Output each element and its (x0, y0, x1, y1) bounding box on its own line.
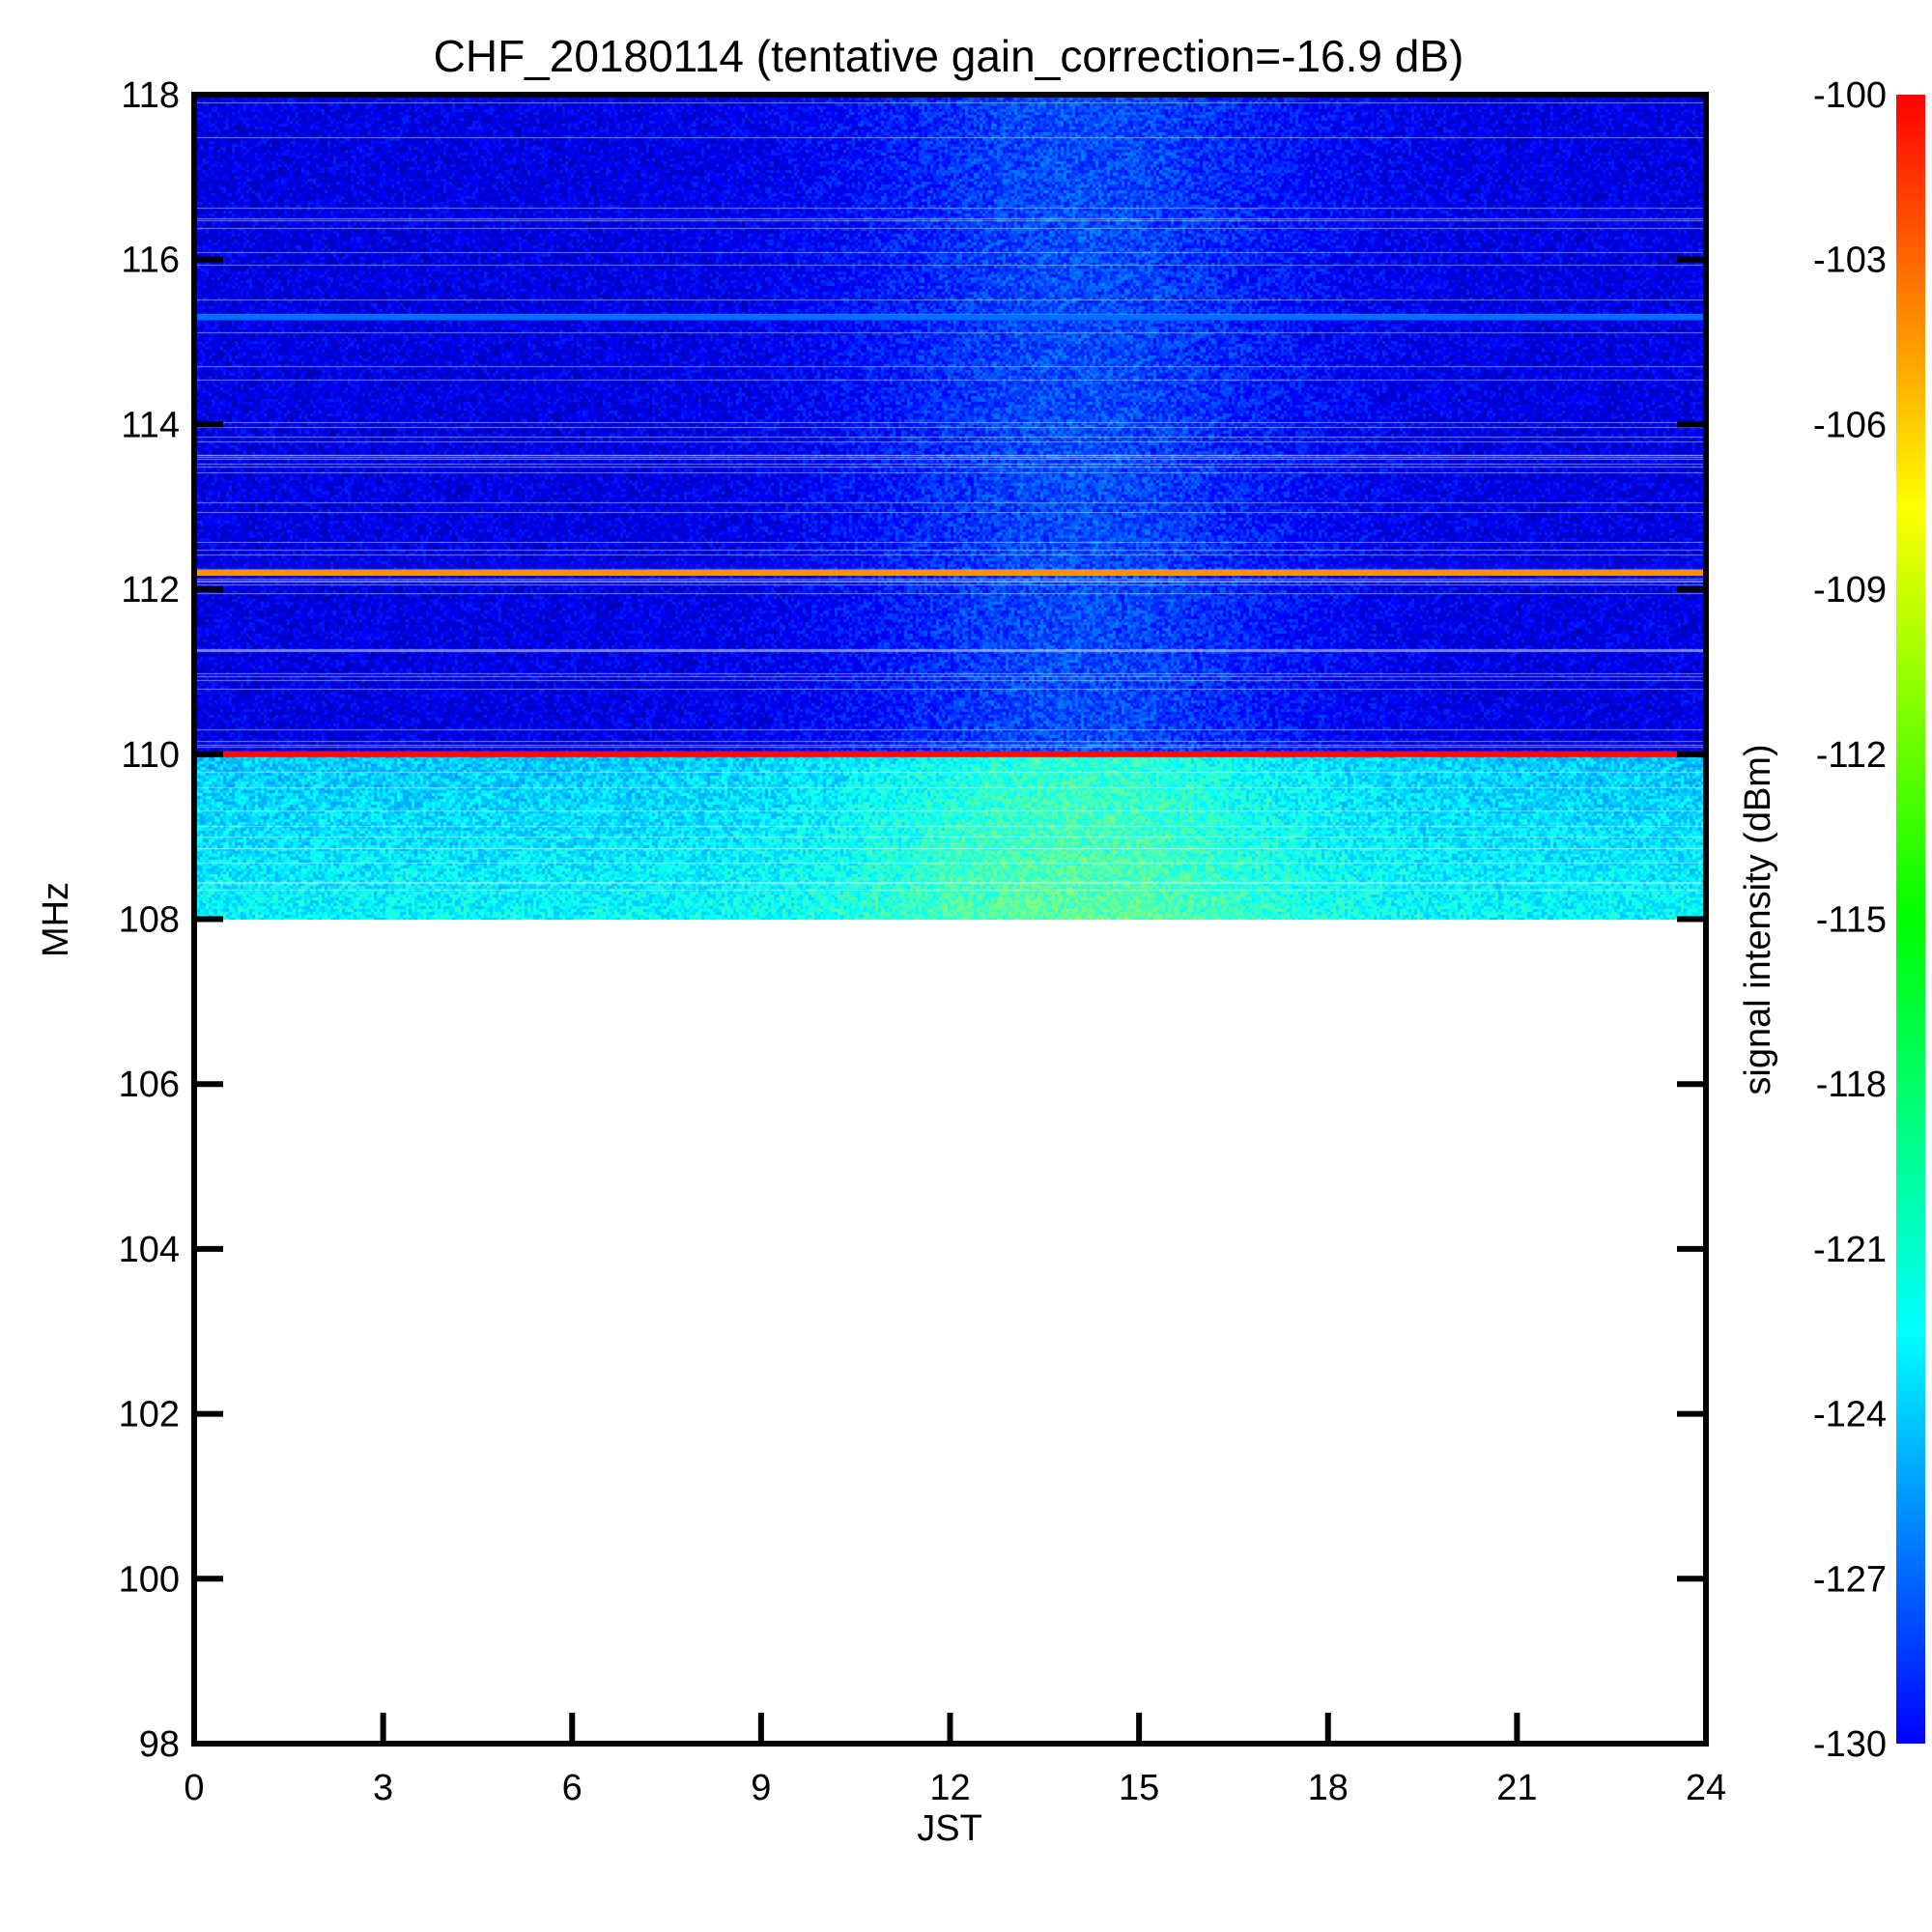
x-axis-ticks: 0 3 6 9 12 15 18 21 24 (184, 1713, 1726, 1808)
colorbar-tick-label: -103 (1813, 241, 1887, 281)
y-tick-label: 118 (121, 75, 180, 116)
y-tick-label: 106 (119, 1065, 180, 1105)
colorbar-tick-label: -112 (1816, 735, 1887, 776)
strong-signal-line (194, 570, 1706, 577)
colorbar-label: signal intensity (dBm) (1738, 744, 1778, 1094)
heatmap-image (194, 95, 1706, 920)
y-tick-label: 112 (121, 570, 180, 611)
y-tick-label: 100 (119, 1559, 180, 1600)
y-tick-label: 98 (139, 1724, 180, 1765)
x-tick-label: 15 (1119, 1768, 1159, 1808)
colorbar-ticks: -100 -103 -106 -109 -112 -115 -118 -121 -124 -127… (1813, 75, 1887, 1765)
heatmap (194, 95, 1706, 920)
colorbar-tick-label: -124 (1813, 1395, 1887, 1435)
x-tick-label: 12 (929, 1768, 970, 1808)
y-tick-label: 108 (119, 900, 180, 941)
x-tick-label: 18 (1308, 1768, 1349, 1808)
y-axis-ticks: 98 100 102 104 106 108 110 112 114 116 118 (119, 75, 1706, 1765)
colorbar-tick-label: -127 (1813, 1559, 1887, 1600)
y-axis-label: MHz (36, 882, 76, 957)
moderate-signal-line (194, 314, 1706, 321)
x-tick-label: 6 (562, 1768, 582, 1808)
strong-signal-line (194, 751, 1706, 757)
colorbar-tick-label: -115 (1816, 900, 1887, 941)
colorbar-tick-label: -109 (1813, 570, 1887, 611)
colorbar-tick-label: -121 (1813, 1230, 1887, 1270)
x-tick-label: 0 (184, 1768, 204, 1808)
colorbar (1896, 95, 1925, 1744)
y-tick-label: 114 (121, 405, 180, 445)
x-tick-label: 21 (1496, 1768, 1537, 1808)
y-tick-label: 104 (119, 1230, 180, 1270)
colorbar-tick-label: -118 (1816, 1065, 1887, 1105)
y-tick-label: 110 (121, 735, 180, 776)
y-tick-label: 102 (119, 1395, 180, 1435)
chart-title: CHF_20180114 (tentative gain_correction=… (434, 31, 1464, 81)
x-tick-label: 24 (1686, 1768, 1726, 1808)
x-tick-label: 9 (751, 1768, 771, 1808)
x-tick-label: 3 (373, 1768, 393, 1808)
colorbar-tick-label: -106 (1813, 405, 1887, 445)
y-tick-label: 116 (121, 241, 180, 281)
colorbar-tick-label: -100 (1813, 75, 1887, 116)
colorbar-tick-label: -130 (1813, 1724, 1887, 1765)
x-axis-label: JST (917, 1808, 982, 1849)
